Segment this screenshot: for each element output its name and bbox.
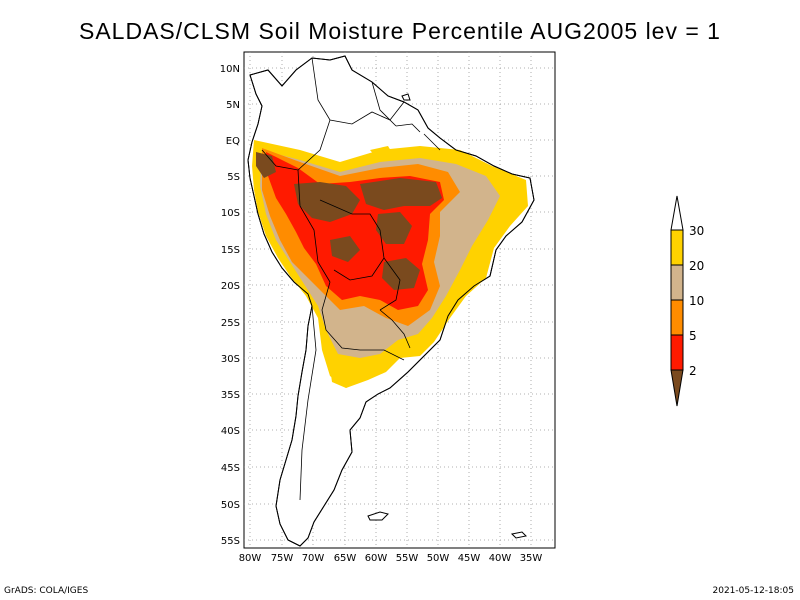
lon-label: 75W — [271, 553, 294, 564]
legend-label: 30 — [689, 224, 704, 238]
category-lt2-area-4 — [382, 258, 420, 290]
lat-label: 55S — [221, 536, 240, 547]
soil-moisture-field — [252, 140, 528, 388]
lon-label: 45W — [458, 553, 481, 564]
category-lt2-area-2 — [360, 178, 442, 210]
lat-label: 25S — [221, 318, 240, 329]
chart-title: SALDAS/CLSM Soil Moisture Percentile AUG… — [79, 18, 721, 44]
lon-label: 55W — [396, 553, 419, 564]
lat-label: 15S — [221, 245, 240, 256]
lat-label: 40S — [221, 426, 240, 437]
south-georgia-island — [510, 531, 528, 539]
legend-label: 20 — [689, 259, 704, 273]
legend-label: 2 — [689, 364, 697, 378]
category-lt2-area-6 — [330, 236, 360, 262]
lat-label: 30S — [221, 354, 240, 365]
category-lt2-area-3 — [376, 212, 412, 244]
falkland-islands — [367, 511, 389, 521]
lon-label: 80W — [239, 553, 262, 564]
legend-swatch-10to20 — [670, 264, 684, 301]
legend-swatch-2to5 — [670, 334, 684, 371]
lon-label: 70W — [302, 553, 325, 564]
lat-label: 20S — [221, 281, 240, 292]
patch-south-yellow — [330, 364, 362, 388]
patch-north-yellow — [370, 146, 394, 162]
category-lt2-area-5 — [256, 152, 276, 178]
footer-credit: GrADS: COLA/IGES — [4, 586, 89, 596]
category-lt2-area-1 — [294, 182, 360, 222]
lat-label: 10N — [220, 64, 240, 75]
lat-label: 5S — [227, 172, 240, 183]
color-legend: 30 20 10 5 2 — [670, 195, 704, 407]
latitude-axis: 10N 5N EQ 5S 10S 15S 20S 25S 30S 35S 40S… — [220, 64, 240, 547]
country-borders — [261, 57, 441, 501]
lat-label: 50S — [221, 500, 240, 511]
lon-label: 35W — [520, 553, 543, 564]
lat-label: EQ — [226, 136, 240, 147]
lat-label: 5N — [226, 100, 240, 111]
lon-label: 60W — [365, 553, 388, 564]
legend-swatch-lt2 — [670, 369, 684, 407]
legend-swatch-20to30 — [670, 229, 684, 266]
trinidad-island — [401, 93, 411, 101]
legend-label: 10 — [689, 294, 704, 308]
lon-label: 65W — [334, 553, 357, 564]
lat-label: 45S — [221, 463, 240, 474]
coastline — [247, 55, 535, 547]
lat-label: 35S — [221, 390, 240, 401]
legend-swatch-gt30 — [670, 195, 684, 231]
legend-label: 5 — [689, 329, 697, 343]
legend-swatch-5to10 — [670, 299, 684, 336]
lon-label: 40W — [489, 553, 512, 564]
lat-label: 10S — [221, 208, 240, 219]
footer-timestamp: 2021-05-12-18:05 — [712, 586, 795, 596]
lon-label: 50W — [427, 553, 450, 564]
longitude-axis: 80W 75W 70W 65W 60W 55W 50W 45W 40W 35W — [239, 553, 543, 564]
